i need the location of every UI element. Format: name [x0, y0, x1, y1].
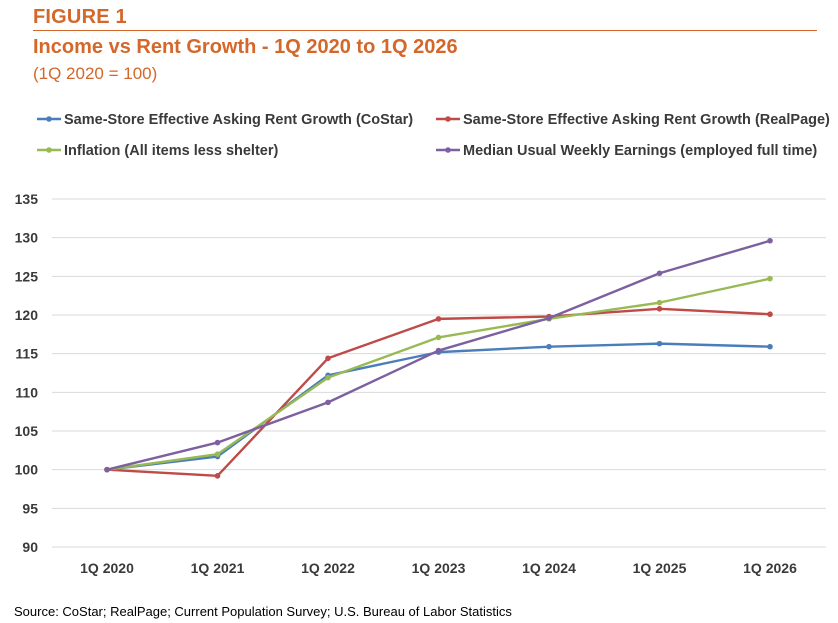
data-point — [214, 451, 221, 458]
y-axis-ticks: 90 95 100 105 110 115 120 125 130 135 — [15, 191, 39, 555]
y-tick-label: 100 — [15, 462, 39, 478]
legend-item: Same-Store Effective Asking Rent Growth … — [436, 112, 830, 128]
y-tick-label: 135 — [15, 191, 39, 207]
data-point — [325, 399, 331, 406]
data-point — [656, 299, 663, 306]
data-point — [656, 340, 663, 347]
legend-swatch-marker — [445, 116, 451, 122]
data-point — [546, 343, 552, 350]
y-tick-label: 115 — [15, 346, 38, 362]
y-tick-label: 120 — [15, 307, 39, 323]
legend-swatch-marker — [445, 147, 451, 153]
legend-label: Inflation (All items less shelter) — [64, 143, 278, 159]
legend-swatch-marker — [46, 147, 52, 153]
x-tick-label: 1Q 2024 — [522, 560, 576, 576]
chart-title: Income vs Rent Growth - 1Q 2020 to 1Q 20… — [33, 36, 458, 58]
y-tick-label: 95 — [22, 500, 38, 516]
series-2 — [104, 306, 773, 479]
data-point — [435, 316, 442, 322]
data-point — [214, 439, 221, 446]
y-tick-label: 110 — [15, 384, 38, 400]
data-point — [325, 374, 331, 381]
y-tick-label: 90 — [22, 539, 38, 555]
gridlines — [52, 198, 826, 548]
legend-label: Median Usual Weekly Earnings (employed f… — [463, 143, 817, 159]
series-4 — [104, 237, 773, 473]
x-tick-label: 1Q 2023 — [412, 560, 466, 576]
legend-item: Inflation (All items less shelter) — [37, 143, 278, 159]
data-point — [767, 237, 773, 244]
series-3 — [104, 275, 773, 473]
series-line — [106, 342, 771, 471]
data-point — [656, 270, 663, 277]
x-axis-ticks: 1Q 2020 1Q 2021 1Q 2022 1Q 2023 1Q 2024 1Q 20… — [80, 560, 797, 576]
data-point — [656, 306, 663, 312]
data-point — [767, 343, 773, 350]
y-tick-label: 125 — [15, 268, 39, 284]
series-line — [106, 239, 771, 471]
series-line — [106, 277, 771, 471]
data-point — [767, 311, 773, 318]
data-point — [104, 466, 110, 473]
series-lines — [104, 237, 773, 479]
data-point — [435, 334, 442, 341]
legend-label: Same-Store Effective Asking Rent Growth … — [463, 112, 830, 128]
data-point — [435, 347, 442, 354]
chart-subtitle: (1Q 2020 = 100) — [33, 64, 158, 83]
legend-item: Same-Store Effective Asking Rent Growth … — [37, 112, 413, 128]
legend-swatch-marker — [46, 116, 52, 122]
y-tick-label: 105 — [15, 423, 39, 439]
x-tick-label: 1Q 2020 — [80, 560, 134, 576]
series-1 — [104, 340, 773, 473]
title-rule — [33, 30, 817, 31]
x-tick-label: 1Q 2022 — [301, 560, 355, 576]
legend: Same-Store Effective Asking Rent Growth … — [37, 112, 830, 159]
legend-item: Median Usual Weekly Earnings (employed f… — [436, 143, 817, 159]
y-tick-label: 130 — [15, 230, 39, 246]
data-point — [546, 315, 552, 321]
data-point — [214, 473, 221, 479]
legend-label: Same-Store Effective Asking Rent Growth … — [64, 112, 413, 128]
figure-label: FIGURE 1 — [33, 6, 127, 28]
data-point — [325, 355, 331, 362]
x-tick-label: 1Q 2021 — [191, 560, 245, 576]
source-note: Source: CoStar; RealPage; Current Popula… — [14, 604, 512, 619]
x-tick-label: 1Q 2026 — [743, 560, 797, 576]
data-point — [767, 275, 773, 282]
x-tick-label: 1Q 2025 — [633, 560, 687, 576]
